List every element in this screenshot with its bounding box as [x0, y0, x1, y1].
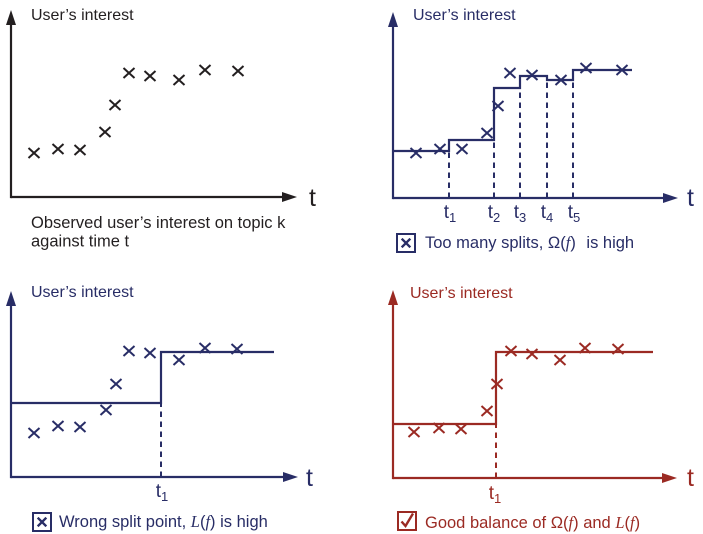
data-point-x-mark	[172, 354, 186, 366]
data-point-x-mark	[230, 343, 244, 355]
data-point-x-mark	[525, 69, 539, 81]
data-point-x-mark	[27, 427, 41, 439]
step-function-line	[11, 350, 274, 405]
data-point-x-mark	[503, 67, 517, 79]
x-axis-label: t	[687, 184, 694, 212]
caption-text: Good balance of Ω(f) and L(f)	[425, 513, 640, 532]
panel-too-many-splits: User’s interest t t1 t2 t3 t4 t5 Too many split…	[388, 7, 694, 253]
x-mark-icon	[400, 237, 412, 249]
data-point-x-mark	[553, 354, 567, 366]
data-point-x-mark	[51, 143, 65, 155]
data-point-x-mark	[554, 74, 568, 86]
caption-line-2: against time t	[31, 233, 130, 251]
data-point-x-mark	[51, 420, 65, 432]
data-point-x-mark	[433, 143, 447, 155]
data-point-x-mark	[578, 342, 592, 354]
y-axis-label: User’s interest	[31, 7, 134, 24]
tick-label-t2: t2	[488, 202, 501, 225]
tick-label-t1: t1	[489, 483, 502, 506]
data-point-x-mark	[109, 378, 123, 390]
data-point-x-mark	[611, 343, 625, 355]
data-point-x-mark	[480, 405, 494, 417]
step-function-line	[393, 68, 632, 153]
legend-x-box	[396, 233, 416, 253]
data-point-x-mark	[122, 345, 136, 357]
step-function-line	[393, 350, 653, 426]
tick-label-t5: t5	[568, 202, 581, 225]
x-axis-arrowhead	[663, 193, 678, 203]
data-point-x-mark	[27, 147, 41, 159]
x-axis-label: t	[687, 464, 694, 492]
x-axis-arrowhead	[282, 192, 297, 202]
data-point-x-mark	[525, 348, 539, 360]
data-point-x-mark	[98, 126, 112, 138]
y-axis-label: User’s interest	[410, 285, 513, 302]
data-point-x-mark	[432, 422, 446, 434]
y-axis-label: User’s interest	[31, 284, 134, 301]
data-point-x-mark	[455, 143, 469, 155]
tick-label-t1: t1	[444, 202, 457, 225]
data-point-x-mark	[407, 426, 421, 438]
tick-label-t3: t3	[514, 202, 527, 225]
y-axis-arrowhead	[388, 290, 398, 305]
data-point-x-mark	[409, 147, 423, 159]
x-axis-arrowhead	[662, 473, 677, 483]
data-point-x-mark	[108, 99, 122, 111]
data-point-x-mark	[454, 423, 468, 435]
data-point-x-mark	[122, 67, 136, 79]
data-point-x-mark	[491, 100, 505, 112]
data-point-x-mark	[99, 404, 113, 416]
legend-x-box	[32, 512, 52, 532]
panel-observed-data: User’s interest t Observed user’s interest…	[6, 7, 316, 251]
panel-wrong-split-point: User’s interest t t1 Wrong split point, L(f…	[6, 284, 313, 532]
data-point-x-mark	[198, 342, 212, 354]
data-point-x-mark	[143, 70, 157, 82]
data-point-x-mark	[73, 421, 87, 433]
tick-label-t1: t1	[156, 481, 169, 504]
data-point-x-mark	[143, 347, 157, 359]
caption-line-1: Observed user’s interest on topic k	[31, 214, 286, 232]
data-point-x-mark	[231, 65, 245, 77]
x-mark-icon	[36, 516, 48, 528]
x-axis-label: t	[309, 184, 316, 212]
y-axis-arrowhead	[388, 12, 398, 27]
y-axis-arrowhead	[6, 10, 16, 25]
y-axis-label: User’s interest	[413, 7, 516, 24]
data-point-x-mark	[172, 74, 186, 86]
data-point-x-mark	[579, 62, 593, 74]
data-point-x-mark	[490, 378, 504, 390]
check-mark-icon	[400, 512, 415, 529]
caption-text: Wrong split point, L(f) is high	[59, 512, 268, 531]
panel-good-balance: User’s interest t t1 Good balance of Ω(f) a…	[388, 285, 694, 532]
x-axis-label: t	[306, 464, 313, 492]
data-point-x-mark	[73, 144, 87, 156]
x-axis-arrowhead	[283, 472, 298, 482]
data-point-x-mark	[504, 345, 518, 357]
data-point-x-mark	[615, 64, 629, 76]
tick-label-t4: t4	[541, 202, 554, 225]
y-axis-arrowhead	[6, 291, 16, 306]
caption-text: Too many splits, Ω(f) is high	[425, 233, 634, 252]
legend-check-box	[397, 511, 417, 531]
data-point-x-mark	[198, 64, 212, 76]
data-point-x-mark	[480, 127, 494, 139]
